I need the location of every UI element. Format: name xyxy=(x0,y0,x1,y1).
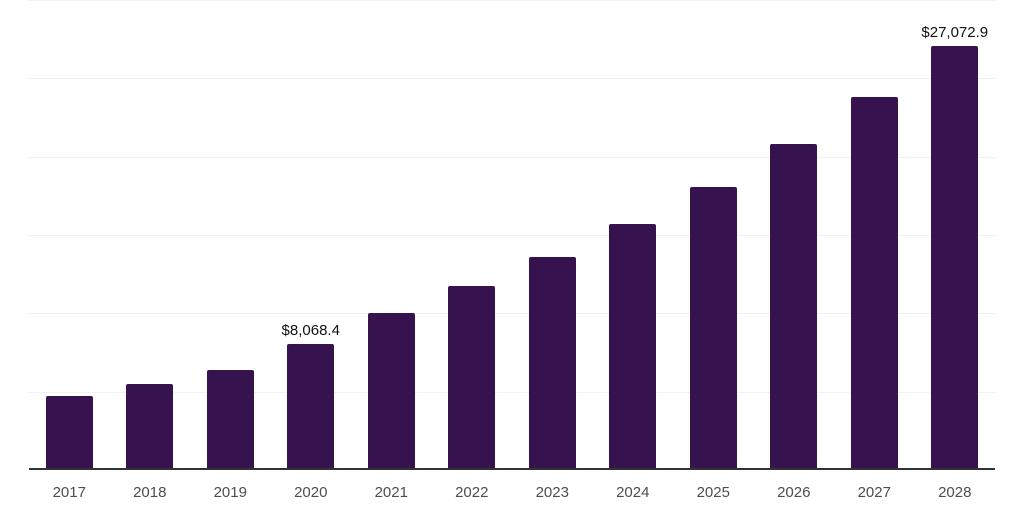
bar-2018 xyxy=(126,384,174,470)
x-tick-label-2024: 2024 xyxy=(616,484,650,501)
bar-2020 xyxy=(287,343,335,470)
gridline-20000 xyxy=(29,156,995,158)
x-tick-label-2023: 2023 xyxy=(535,484,569,501)
x-axis-line xyxy=(29,468,995,470)
plot-area: $8,068.4 $27,072.9 xyxy=(29,0,995,470)
bar-2021 xyxy=(367,312,415,470)
bar-2025 xyxy=(689,186,737,470)
x-tick-label-2021: 2021 xyxy=(374,484,408,501)
x-tick-label-2027: 2027 xyxy=(857,484,891,501)
gridline-25000 xyxy=(29,78,995,80)
x-axis: 2017 2018 2019 2020 2021 2022 2023 2024 2025 2026… xyxy=(29,484,995,504)
x-tick-label-2025: 2025 xyxy=(696,484,730,501)
x-tick-label-2018: 2018 xyxy=(133,484,167,501)
bar-value-label-2028: $27,072.9 xyxy=(921,23,989,41)
bar-value-label-2020: $8,068.4 xyxy=(281,321,340,339)
bar-2024 xyxy=(609,224,657,470)
bar-2022 xyxy=(448,285,496,470)
gridline-30000 xyxy=(29,0,995,1)
bar-2017 xyxy=(45,395,93,470)
x-tick-label-2019: 2019 xyxy=(213,484,247,501)
bar-2019 xyxy=(206,369,254,470)
x-tick-label-2022: 2022 xyxy=(455,484,489,501)
bar-2028 xyxy=(931,45,979,470)
bar-2026 xyxy=(770,143,818,470)
gridline-15000 xyxy=(29,235,995,236)
gridline-5000 xyxy=(29,391,995,393)
gridline-10000 xyxy=(29,313,995,315)
bar-2023 xyxy=(528,256,576,470)
x-tick-label-2026: 2026 xyxy=(777,484,811,501)
x-tick-label-2020: 2020 xyxy=(294,484,328,501)
x-tick-label-2028: 2028 xyxy=(938,484,972,501)
bar-2027 xyxy=(850,96,898,470)
x-tick-label-2017: 2017 xyxy=(52,484,86,501)
